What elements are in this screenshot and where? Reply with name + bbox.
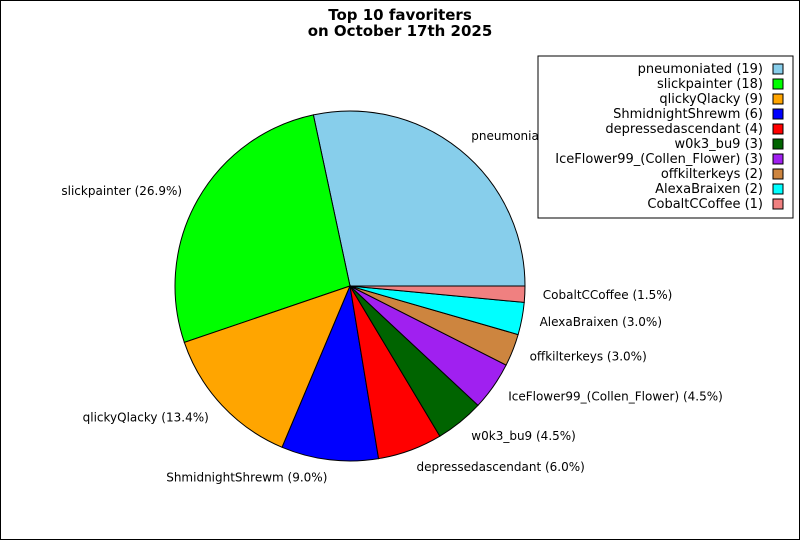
legend-swatch-shmidnightshrewm [772, 108, 784, 120]
slice-label-depressedascendant: depressedascendant (6.0%) [417, 460, 585, 474]
slice-label-qlickyqlacky: qlickyQlacky (13.4%) [83, 411, 209, 425]
pie-slice-shmidnightshrewm [281, 284, 380, 462]
pie-slice-qlickyqlacky [183, 285, 351, 448]
slice-label-offkilterkeys: offkilterkeys (3.0%) [530, 350, 647, 364]
legend-swatch-pneumoniated [772, 63, 784, 75]
legend-swatch-w0k3-bu9 [772, 138, 784, 150]
slice-label-iceflower99-collen-flower: IceFlower99_(Collen_Flower) (4.5%) [508, 390, 723, 404]
slice-label-slickpainter: slickpainter (26.9%) [61, 184, 182, 198]
legend-entry-iceflower99-collen-flower: IceFlower99_(Collen_Flower) (3) [555, 152, 763, 167]
slice-label-w0k3-bu9: w0k3_bu9 (4.5%) [471, 429, 576, 443]
pie-slice-cobaltccoffee [349, 285, 526, 303]
legend-entry-cobaltccoffee: CobaltCCoffee (1) [647, 197, 763, 212]
legend-entry-depressedascendant: depressedascendant (4) [605, 122, 763, 137]
legend-swatch-iceflower99-collen-flower [772, 153, 784, 165]
legend-entry-shmidnightshrewm: ShmidnightShrewm (6) [613, 107, 763, 122]
pie-slices [174, 110, 526, 462]
legend-swatch-alexabraixen [772, 183, 784, 195]
pie-slice-slickpainter [174, 114, 351, 344]
legend-entry-slickpainter: slickpainter (18) [657, 77, 763, 92]
legend-swatch-slickpainter [772, 78, 784, 90]
legend-entry-offkilterkeys: offkilterkeys (2) [661, 167, 763, 182]
legend-swatch-cobaltccoffee [772, 198, 784, 210]
slice-label-alexabraixen: AlexaBraixen (3.0%) [540, 315, 662, 329]
legend-entry-pneumoniated: pneumoniated (19) [638, 62, 763, 77]
legend-box [537, 55, 794, 219]
chart-title-line-2: on October 17th 2025 [308, 22, 493, 40]
legend: pneumoniated (19)slickpainter (18)qlicky… [537, 55, 794, 219]
legend-entry-w0k3-bu9: w0k3_bu9 (3) [674, 137, 763, 152]
legend-swatch-qlickyqlacky [772, 93, 784, 105]
legend-swatch-offkilterkeys [772, 168, 784, 180]
slice-label-shmidnightshrewm: ShmidnightShrewm (9.0%) [166, 471, 327, 485]
slice-label-cobaltccoffee: CobaltCCoffee (1.5%) [543, 288, 673, 302]
legend-entry-alexabraixen: AlexaBraixen (2) [655, 182, 763, 197]
pie-slice-pneumoniated [312, 110, 526, 287]
legend-entry-qlickyqlacky: qlickyQlacky (9) [659, 92, 763, 107]
legend-swatch-depressedascendant [772, 123, 784, 135]
chart-title-line-1: Top 10 favoriters [328, 6, 472, 24]
